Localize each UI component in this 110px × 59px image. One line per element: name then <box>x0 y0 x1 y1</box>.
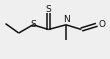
Text: O: O <box>98 20 105 29</box>
Text: N: N <box>63 15 69 24</box>
Text: S: S <box>46 5 51 14</box>
Text: S: S <box>30 20 36 29</box>
